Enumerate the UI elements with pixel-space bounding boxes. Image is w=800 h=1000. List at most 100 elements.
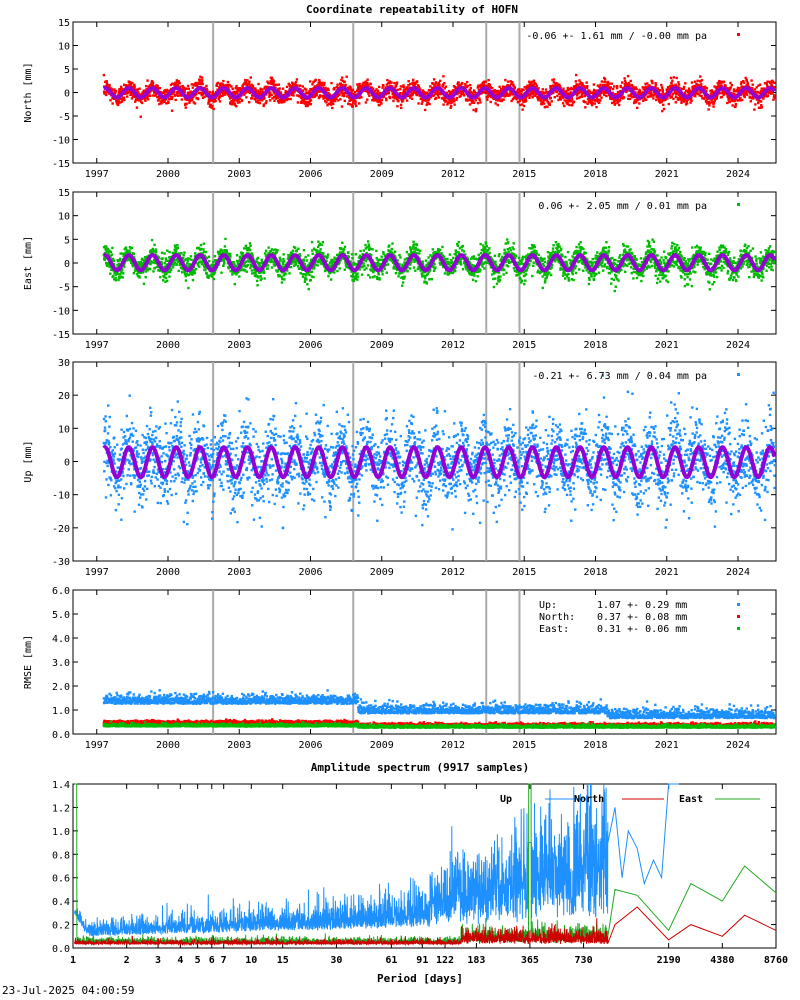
data-point (191, 98, 194, 102)
data-point (163, 252, 166, 255)
data-point (198, 78, 202, 82)
data-point (187, 91, 191, 95)
data-point (249, 244, 252, 248)
data-point (730, 83, 734, 87)
data-point (200, 80, 204, 84)
data-point (153, 266, 156, 270)
data-point (313, 93, 316, 96)
data-point (264, 85, 267, 88)
data-point (119, 257, 122, 261)
data-point (346, 95, 349, 98)
data-point (304, 104, 308, 108)
data-point (224, 237, 227, 241)
data-point (177, 269, 180, 273)
data-point (660, 86, 664, 89)
data-point (756, 90, 759, 94)
data-point (455, 98, 458, 102)
data-point (130, 97, 134, 100)
data-point (762, 97, 765, 100)
data-point (605, 94, 608, 98)
data-point (654, 83, 658, 87)
data-point (286, 97, 290, 101)
data-point (327, 275, 330, 278)
data-point (298, 84, 302, 87)
data-point (395, 82, 398, 86)
data-point (166, 90, 169, 93)
y-tick-label: -5 (58, 283, 70, 294)
data-point (397, 100, 400, 103)
data-point (219, 94, 222, 98)
data-point (549, 96, 552, 100)
data-point (132, 271, 136, 275)
data-point (221, 249, 224, 252)
data-point (473, 91, 476, 94)
data-point (191, 86, 194, 89)
data-point (354, 253, 358, 256)
data-point (343, 94, 346, 98)
data-point (258, 101, 262, 105)
data-point (262, 103, 266, 106)
data-point (374, 98, 378, 101)
data-point (205, 272, 208, 275)
data-point (171, 82, 175, 85)
data-point (561, 102, 565, 105)
data-point (270, 93, 273, 97)
data-point (280, 275, 283, 279)
data-point (690, 99, 693, 102)
data-point (734, 105, 737, 108)
data-point (396, 88, 400, 91)
data-point (629, 79, 632, 83)
data-point (172, 91, 176, 94)
data-point (210, 99, 213, 102)
data-point (282, 257, 285, 261)
data-point (478, 97, 481, 100)
data-point (171, 95, 174, 99)
data-point (608, 82, 611, 85)
data-point (734, 102, 738, 106)
data-point (314, 85, 317, 88)
data-point (102, 73, 106, 77)
data-point (619, 85, 623, 89)
data-point (563, 99, 566, 102)
data-point (199, 75, 202, 78)
data-point (381, 86, 384, 89)
data-point (153, 243, 156, 247)
data-point (443, 98, 447, 101)
data-point (437, 92, 440, 95)
data-point (224, 83, 228, 87)
y-tick-label: 15 (58, 188, 70, 199)
data-point (444, 85, 448, 88)
data-point (176, 83, 179, 87)
data-point (705, 87, 709, 90)
data-point (266, 264, 270, 267)
data-point (252, 87, 255, 90)
data-point (324, 100, 327, 103)
data-point (685, 102, 689, 105)
data-point (241, 83, 245, 86)
data-point (110, 253, 114, 256)
data-point (312, 275, 315, 279)
data-point (248, 242, 252, 245)
data-point (313, 95, 316, 99)
data-point (232, 90, 235, 94)
data-point (451, 90, 454, 94)
data-point (358, 96, 361, 100)
data-point (325, 101, 328, 104)
data-point (314, 78, 317, 82)
data-point (409, 94, 412, 97)
data-point (330, 258, 333, 262)
data-point (218, 96, 221, 99)
data-point (524, 99, 528, 102)
data-point (636, 106, 639, 110)
data-point (291, 92, 294, 96)
data-point (367, 84, 370, 88)
data-point (281, 262, 285, 266)
data-point (410, 97, 414, 101)
data-point (187, 286, 190, 290)
data-point (578, 79, 581, 82)
data-point (309, 80, 312, 83)
data-point (309, 102, 312, 106)
data-point (164, 257, 168, 260)
data-point (169, 83, 173, 87)
data-point (175, 263, 178, 266)
